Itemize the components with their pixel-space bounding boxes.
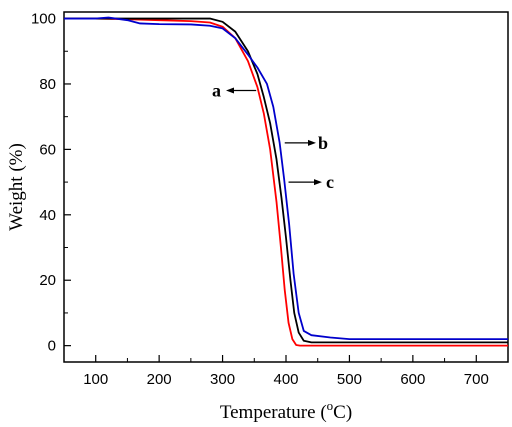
y-tick-label: 100 <box>31 11 56 28</box>
arrow-b-head <box>308 139 316 146</box>
y-tick-label: 80 <box>39 76 56 93</box>
x-tick-label: 200 <box>147 371 172 388</box>
x-tick-label: 300 <box>210 371 235 388</box>
x-axis-title: Temperature (oC) <box>220 398 352 423</box>
plot-frame <box>63 11 509 363</box>
label-b: b <box>318 133 328 153</box>
curve-a <box>64 17 508 347</box>
curve-annotations: a bc <box>212 81 334 193</box>
x-tick-label: 500 <box>337 371 362 388</box>
curves <box>64 16 508 347</box>
arrow-c-head <box>314 179 322 186</box>
axes: 100 200 300 400 500 600 700 0 20 40 60 80 100 <box>31 11 509 388</box>
label-c: c <box>326 172 334 192</box>
x-tick-label: 700 <box>464 371 489 388</box>
y-tick-label: 60 <box>39 141 56 158</box>
y-axis-title: Weight (%) <box>6 143 27 231</box>
x-tick-label: 400 <box>273 371 298 388</box>
label-a: a <box>212 81 221 101</box>
y-tick-label: 20 <box>39 272 56 289</box>
x-tick-label: 600 <box>400 371 425 388</box>
curve-c <box>64 16 508 340</box>
y-tick-label: 0 <box>48 338 56 355</box>
curve-b <box>64 17 508 344</box>
y-tick-label: 40 <box>39 207 56 224</box>
arrow-a-head <box>226 87 234 94</box>
x-tick-label: 100 <box>83 371 108 388</box>
